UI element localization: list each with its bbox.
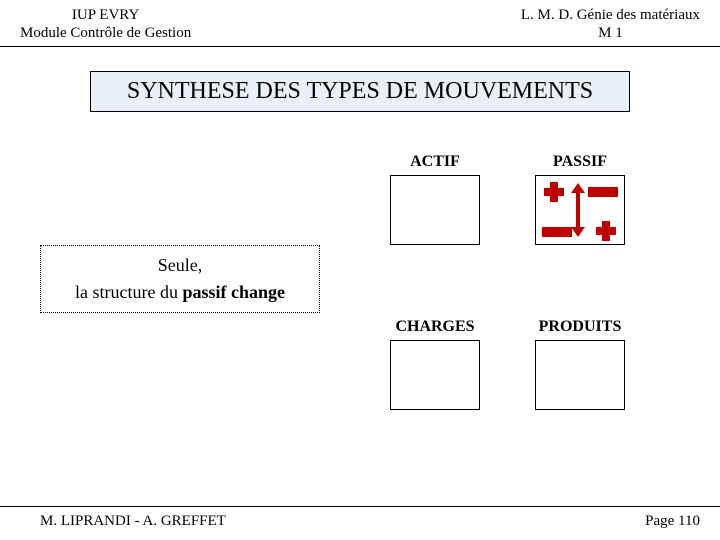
diagram-area: ACTIF PASSIF CHARGES PRODUITS Seule, la … — [0, 145, 720, 465]
header-left: IUP EVRY Module Contrôle de Gestion — [20, 6, 191, 42]
minus-icon — [588, 187, 618, 197]
box-actif — [390, 175, 480, 245]
header-right: L. M. D. Génie des matériaux M 1 — [521, 6, 700, 42]
header: IUP EVRY Module Contrôle de Gestion L. M… — [0, 0, 720, 47]
plus-icon — [544, 182, 564, 202]
label-produits: PRODUITS — [533, 318, 627, 336]
note-line1: Seule, — [49, 252, 311, 279]
minus-icon — [542, 227, 572, 237]
label-passif: PASSIF — [535, 153, 625, 171]
note-line2: la structure du passif change — [49, 279, 311, 306]
footer-left: M. LIPRANDI - A. GREFFET — [40, 513, 226, 530]
box-produits — [535, 340, 625, 410]
box-charges — [390, 340, 480, 410]
double-arrow-icon — [571, 183, 585, 237]
header-right-line1: L. M. D. Génie des matériaux — [521, 6, 700, 24]
note-line2-pre: la structure du — [75, 282, 182, 302]
note-box: Seule, la structure du passif change — [40, 245, 320, 313]
footer-right: Page 110 — [645, 513, 700, 530]
page-title: SYNTHESE DES TYPES DE MOUVEMENTS — [90, 71, 630, 112]
plus-icon — [596, 221, 616, 241]
label-actif: ACTIF — [390, 153, 480, 171]
header-right-line2: M 1 — [521, 24, 700, 42]
header-left-line2: Module Contrôle de Gestion — [20, 24, 191, 42]
note-line2-bold: passif change — [182, 282, 285, 302]
header-left-line1: IUP EVRY — [20, 6, 191, 24]
footer: M. LIPRANDI - A. GREFFET Page 110 — [0, 506, 720, 530]
label-charges: CHARGES — [388, 318, 482, 336]
